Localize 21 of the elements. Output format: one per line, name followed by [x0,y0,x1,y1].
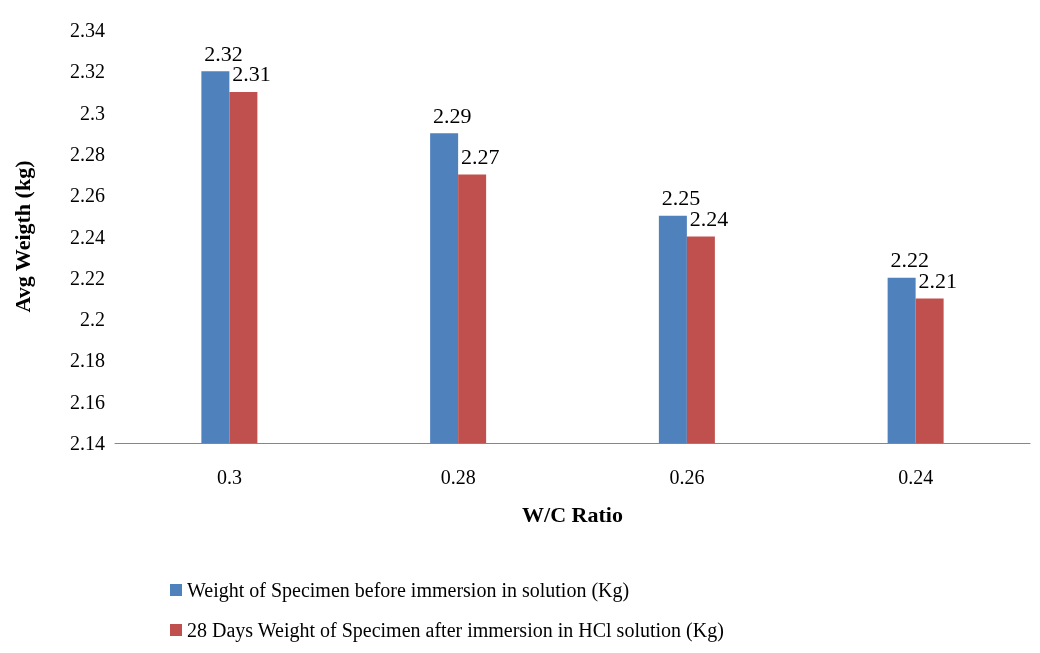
legend-label: 28 Days Weight of Specimen after immersion in HCl solution (Kg) [187,619,724,642]
y-tick-label: 2.28 [70,142,105,165]
y-tick-label: 2.32 [70,60,105,83]
y-tick-label: 2.18 [70,349,105,372]
x-tick-label: 0.28 [440,466,476,488]
x-tick-label: 0.3 [216,466,242,488]
legend-label: Weight of Specimen before immersion in solution (Kg) [187,579,630,602]
y-tick-label: 2.24 [70,225,105,248]
y-tick-label: 2.16 [70,390,105,413]
x-tick-label: 0.24 [898,466,934,488]
y-tick-label: 2.14 [70,432,105,454]
y-tick-label: 2.22 [70,266,105,289]
y-tick-label: 2.34 [70,19,105,41]
y-tick-label: 2.2 [80,308,105,331]
y-axis-title: Avg Weigth (kg) [9,160,35,313]
x-tick-label: 0.26 [669,466,705,488]
y-tick-label: 2.3 [80,101,105,124]
data-label: 2.27 [460,144,500,170]
y-tick-label: 2.26 [70,184,105,207]
data-label: 2.29 [432,102,472,128]
x-axis-title: W/C Ratio [522,501,623,527]
